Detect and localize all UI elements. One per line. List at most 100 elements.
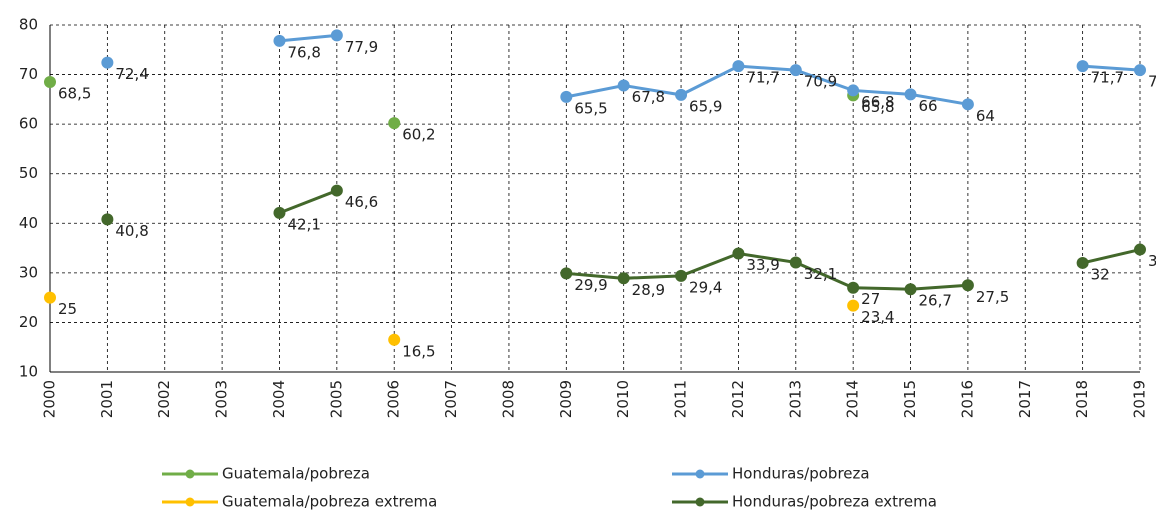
x-tick-label: 2010 [614, 380, 632, 418]
point [961, 279, 974, 292]
data-label: 65,5 [574, 99, 607, 117]
point [560, 90, 573, 103]
data-label: 76,8 [287, 43, 320, 61]
data-label: 40,8 [115, 222, 148, 240]
point [847, 299, 860, 312]
y-tick-label: 20 [19, 313, 38, 331]
point [904, 283, 917, 296]
data-label: 28,9 [632, 281, 665, 299]
legend-label: Guatemala/pobreza [222, 465, 370, 483]
series-line [278, 189, 338, 215]
data-label: 34,7 [1148, 252, 1156, 270]
y-tick-label: 80 [19, 16, 38, 34]
x-tick-label: 2009 [557, 380, 575, 418]
point [1076, 60, 1089, 73]
legend-label: Honduras/pobreza [732, 465, 870, 483]
point [732, 60, 745, 73]
legend-label: Guatemala/pobreza extrema [222, 493, 437, 511]
x-tick-label: 2008 [499, 380, 517, 418]
point [1134, 243, 1146, 256]
point [675, 88, 688, 101]
data-label: 46,6 [345, 193, 378, 211]
x-tick-label: 2012 [729, 380, 747, 418]
point [101, 56, 114, 69]
data-label: 70,9 [804, 73, 837, 91]
legend-marker [185, 469, 195, 479]
series-line [1082, 248, 1141, 265]
point [330, 184, 343, 197]
data-label: 68,5 [58, 85, 91, 103]
data-label: 64 [976, 107, 995, 125]
data-label: 32 [1091, 265, 1110, 283]
x-tick-label: 2011 [672, 380, 690, 418]
data-label: 65,8 [861, 98, 894, 116]
data-label: 77,9 [345, 38, 378, 56]
x-tick-label: 2006 [385, 380, 403, 418]
data-label: 25 [58, 300, 77, 318]
x-tick-label: 2005 [327, 380, 345, 418]
data-label: 42,1 [287, 215, 320, 233]
point [904, 88, 917, 101]
data-label: 27,5 [976, 288, 1009, 306]
data-label: 60,2 [402, 126, 435, 144]
legend-label: Honduras/pobreza extrema [732, 493, 937, 511]
x-tick-label: 2015 [901, 380, 919, 418]
x-tick-label: 2018 [1073, 380, 1091, 418]
data-label: 33,9 [746, 256, 779, 274]
data-label: 71,7 [746, 69, 779, 87]
y-tick-label: 30 [19, 263, 38, 281]
point [789, 256, 802, 269]
point [847, 84, 860, 97]
data-label: 70,9 [1148, 73, 1156, 91]
point [961, 98, 974, 111]
series-line [566, 64, 969, 106]
data-label: 29,9 [574, 276, 607, 294]
point [101, 213, 114, 226]
data-label: 66 [919, 97, 938, 115]
legend-marker [185, 497, 195, 507]
point [1134, 64, 1146, 77]
point [732, 247, 745, 260]
point [1076, 256, 1089, 269]
legend-marker [695, 497, 705, 507]
point [675, 269, 688, 282]
point [789, 64, 802, 77]
point [273, 34, 286, 47]
x-tick-label: 2019 [1131, 380, 1149, 418]
point [617, 272, 630, 285]
point [44, 76, 56, 89]
x-tick-label: 2001 [98, 380, 116, 418]
y-tick-label: 50 [19, 164, 38, 182]
x-tick-label: 2013 [786, 380, 804, 418]
x-tick-label: 2003 [213, 380, 231, 418]
y-tick-label: 10 [19, 363, 38, 381]
x-tick-label: 2017 [1016, 380, 1034, 418]
point [388, 117, 401, 130]
x-tick-label: 2002 [155, 380, 173, 418]
data-label: 23,4 [861, 308, 894, 326]
data-label: 72,4 [115, 65, 148, 83]
series-line [279, 33, 337, 43]
point [560, 267, 573, 280]
point [44, 291, 56, 304]
data-label: 67,8 [632, 88, 665, 106]
data-label: 65,9 [689, 97, 722, 115]
data-label: 71,7 [1091, 69, 1124, 87]
point [330, 29, 343, 42]
data-label: 66,8 [861, 93, 894, 111]
data-label: 32,1 [804, 265, 837, 283]
point [273, 206, 286, 219]
point [847, 281, 860, 294]
point [388, 333, 401, 346]
x-tick-label: 2004 [270, 380, 288, 418]
data-label: 16,5 [402, 342, 435, 360]
data-label: 29,4 [689, 278, 722, 296]
x-tick-label: 2000 [41, 380, 59, 418]
x-tick-label: 2016 [958, 380, 976, 418]
series-line [1082, 64, 1141, 72]
x-tick-label: 2007 [442, 380, 460, 418]
data-label: 26,7 [919, 292, 952, 310]
y-tick-label: 70 [19, 65, 38, 83]
legend-marker [695, 469, 705, 479]
